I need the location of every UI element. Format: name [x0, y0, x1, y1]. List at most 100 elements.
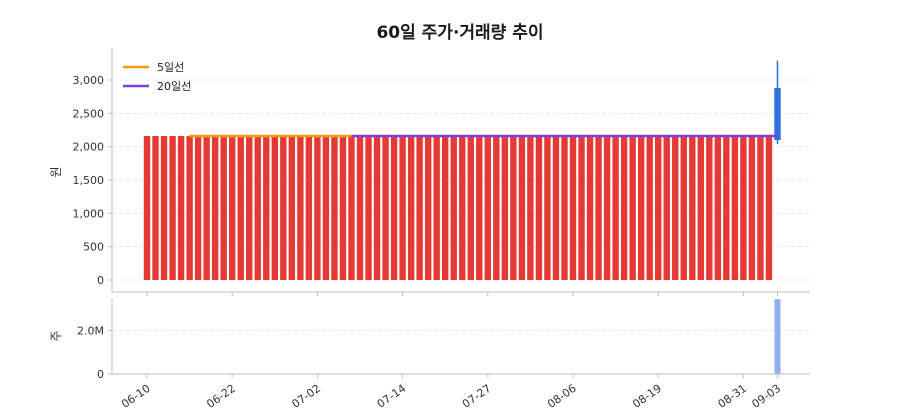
x-tick-label: 08-06 — [545, 382, 579, 411]
axes — [111, 48, 810, 375]
candle-body — [569, 136, 577, 280]
candle-body — [612, 136, 619, 280]
chart-title: 60일 주가·거래량 추이 — [376, 23, 543, 43]
candle-body — [263, 136, 270, 280]
x-tick-label: 07-02 — [289, 382, 323, 411]
candle-body — [706, 136, 713, 280]
candle-body — [220, 136, 227, 280]
candle-body — [211, 136, 219, 280]
candle-body — [348, 136, 355, 280]
candle-body — [399, 136, 406, 280]
price-y-tick-label: 2,000 — [73, 141, 105, 154]
candle-body — [603, 136, 611, 280]
candle-body — [527, 136, 534, 280]
x-tick-label: 06-10 — [119, 382, 153, 411]
candle-body — [169, 136, 176, 280]
candle-body — [288, 136, 296, 280]
volume-bar — [774, 299, 781, 374]
legend-label-ma5: 5일선 — [157, 60, 184, 74]
candle-body — [442, 136, 449, 280]
legend-label-ma20: 20일선 — [157, 79, 191, 93]
x-tick-label: 07-27 — [460, 382, 494, 411]
candle-body — [714, 136, 722, 280]
candle-body — [748, 136, 756, 280]
candle-body — [680, 136, 687, 280]
candle-body — [322, 136, 330, 280]
candle-body — [501, 136, 509, 280]
candle-body — [373, 136, 381, 280]
x-tick-label: 08-31 — [715, 382, 749, 411]
candle-body — [365, 136, 372, 280]
candle-body — [237, 136, 244, 280]
candle-body — [646, 136, 653, 280]
candle-body — [672, 136, 679, 280]
price-y-tick-label: 500 — [83, 241, 104, 254]
candle-body — [740, 136, 747, 280]
candle-body — [331, 136, 338, 280]
price-y-tick-label: 3,000 — [73, 74, 105, 87]
x-tick-label: 08-19 — [630, 382, 664, 411]
legend: 5일선 20일선 — [123, 60, 191, 93]
candle-body — [637, 136, 645, 280]
volume-grid: 0 2.0M — [77, 325, 810, 381]
candle-body — [450, 136, 457, 280]
candle-body — [535, 136, 543, 280]
candle-body — [433, 136, 440, 280]
candle-body — [595, 136, 602, 280]
x-tick-label: 07-14 — [375, 382, 409, 411]
candle-body — [203, 136, 210, 280]
candle-body — [663, 136, 670, 280]
candle-body — [424, 136, 432, 280]
candle-body — [390, 136, 398, 280]
candle-body — [152, 136, 159, 280]
price-y-tick-label: 1,500 — [73, 174, 105, 187]
candle-body — [544, 136, 551, 280]
x-tick-label: 09-03 — [750, 382, 784, 411]
candle-body — [254, 136, 261, 280]
candle-body — [510, 136, 517, 280]
candle-body — [314, 136, 321, 280]
candle-body — [194, 136, 202, 280]
candle-body — [271, 136, 278, 280]
candle-body — [484, 136, 491, 280]
price-y-axis-label: 원 — [49, 166, 63, 177]
candle-body — [552, 136, 560, 280]
candle-body — [629, 136, 636, 280]
candle-body-last — [774, 88, 781, 140]
candle-body — [459, 136, 466, 280]
candle-body — [186, 136, 193, 280]
candle-body — [280, 136, 287, 280]
candle-body — [689, 136, 696, 280]
candle-body — [731, 136, 739, 280]
candle-body — [757, 136, 764, 280]
price-marks — [143, 60, 781, 280]
volume-y-tick-label: 2.0M — [77, 325, 104, 338]
candle-body — [143, 136, 151, 280]
candle-body — [765, 136, 773, 280]
candle-body — [586, 136, 594, 280]
x-axis-ticks: 06-10 06-22 07-02 07-14 07-27 08-06 08-19 08-31… — [119, 292, 783, 411]
price-y-tick-label: 0 — [97, 274, 104, 287]
candle-body — [467, 136, 474, 280]
candle-body — [339, 136, 347, 280]
candle-body — [356, 136, 364, 280]
candle-body — [723, 136, 730, 280]
candle-body — [476, 136, 483, 280]
candle-body — [305, 136, 313, 280]
volume-marks — [774, 299, 781, 374]
candle-body — [382, 136, 389, 280]
candle-body — [697, 136, 704, 280]
candle-body — [407, 136, 415, 280]
volume-y-tick-label: 0 — [97, 368, 104, 381]
candle-body — [620, 136, 628, 280]
candle-body — [561, 136, 568, 280]
candle-body — [297, 136, 304, 280]
candle-body — [518, 136, 526, 280]
candle-body — [160, 136, 168, 280]
candle-body — [246, 136, 253, 280]
x-tick-label: 06-22 — [204, 382, 238, 411]
candle-body — [493, 136, 500, 280]
candle-body — [655, 136, 662, 280]
